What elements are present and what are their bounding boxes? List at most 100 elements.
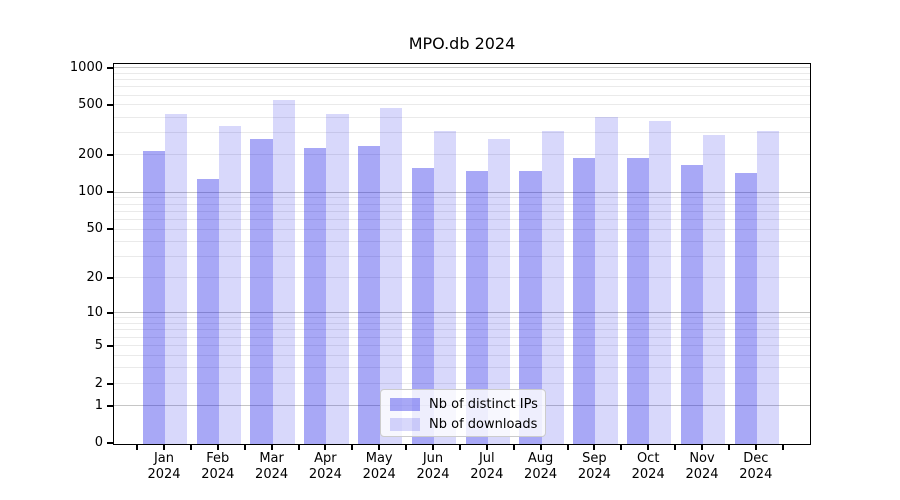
x-axis-tick (324, 445, 327, 450)
month-year: 2024 (470, 467, 504, 482)
x-axis-tick (539, 445, 542, 450)
bar-downloads (487, 139, 510, 444)
month-year: 2024 (147, 467, 181, 482)
x-axis-tick (351, 445, 354, 450)
gridline-minor (114, 154, 810, 155)
month-year: 2024 (685, 467, 719, 482)
month-name: Jul (478, 451, 495, 466)
gridline-minor (114, 329, 810, 331)
gridline-minor (114, 86, 810, 88)
month-year: 2024 (308, 467, 342, 482)
x-axis-tick (270, 445, 273, 450)
bar-downloads (165, 114, 188, 444)
gridline-minor (114, 94, 810, 96)
month-name: Jun (422, 451, 444, 466)
x-axis-tick (485, 445, 488, 450)
month-year: 2024 (739, 467, 773, 482)
plot-inner (114, 64, 810, 444)
month-name: Dec (743, 451, 769, 466)
x-axis-tick (593, 445, 596, 450)
x-axis-tick (458, 445, 461, 450)
x-axis-month-label: Sep 2024 (562, 451, 626, 483)
bar-distinct-ips (358, 145, 381, 444)
month-year: 2024 (577, 467, 611, 482)
gridline-minor (114, 354, 810, 356)
y-axis-tick (107, 104, 113, 107)
legend-item-distinct-ips: Nb of distinct IPs (390, 395, 538, 414)
legend-label-distinct-ips: Nb of distinct IPs (429, 397, 538, 412)
bar-downloads (326, 114, 349, 444)
month-year: 2024 (416, 467, 450, 482)
bar-distinct-ips (519, 170, 542, 444)
bar-distinct-ips (627, 158, 650, 444)
bar-downloads (595, 117, 618, 444)
x-axis-tick (243, 445, 246, 450)
y-axis-tick-label: 100 (78, 184, 103, 200)
bar-distinct-ips (573, 157, 596, 444)
month-name: Oct (636, 451, 660, 466)
month-year: 2024 (362, 467, 396, 482)
x-axis-month-label: Mar 2024 (240, 451, 304, 483)
bar-downloads (380, 108, 403, 444)
bar-downloads (649, 120, 672, 444)
bar-downloads (272, 99, 295, 444)
month-year: 2024 (631, 467, 665, 482)
x-axis-tick (405, 445, 408, 450)
bar-downloads (218, 126, 241, 444)
x-axis-tick (647, 445, 650, 450)
gridline-minor (114, 336, 810, 338)
gridline-minor (114, 218, 810, 220)
bar-distinct-ips (465, 170, 488, 444)
gridline-minor (114, 197, 810, 199)
y-axis-tick (107, 311, 113, 314)
x-axis-month-label: Dec 2024 (724, 451, 788, 483)
bar-distinct-ips (680, 165, 703, 444)
x-axis-tick (163, 445, 165, 450)
gridline-minor (114, 228, 810, 230)
bar-distinct-ips (411, 167, 434, 444)
x-axis-tick (620, 445, 623, 450)
gridline-minor (114, 72, 810, 74)
y-axis-tick-label: 0 (94, 435, 103, 451)
x-axis-tick (566, 445, 569, 450)
x-axis-month-label: May 2024 (347, 451, 411, 483)
month-name: Sep (582, 451, 607, 466)
gridline-major (114, 66, 810, 68)
gridline-minor (114, 210, 810, 212)
x-axis-tick (754, 445, 757, 450)
bar-distinct-ips (196, 178, 219, 444)
y-axis-tick (107, 404, 113, 407)
gridline-minor (114, 382, 810, 384)
x-axis-month-label: Oct 2024 (616, 451, 680, 483)
y-axis-tick (107, 153, 113, 156)
x-axis-month-label: Jun 2024 (401, 451, 465, 483)
gridline-minor (114, 345, 810, 346)
y-axis-tick-label: 10 (86, 304, 103, 320)
y-axis-tick (107, 66, 113, 69)
y-axis-tick-label: 2 (94, 375, 103, 391)
legend-swatch-distinct-ips (390, 398, 420, 411)
y-axis-tick-label: 50 (86, 221, 103, 237)
x-axis-tick (781, 445, 784, 450)
y-axis-tick (107, 442, 113, 445)
gridline-minor (114, 78, 810, 80)
month-year: 2024 (201, 467, 235, 482)
month-year: 2024 (524, 467, 558, 482)
month-name: Aug (527, 451, 554, 466)
x-axis-month-label: Nov 2024 (670, 451, 734, 483)
gridline-minor (114, 322, 810, 324)
x-axis-tick (378, 445, 381, 450)
x-axis-tick (512, 445, 515, 450)
gridline-minor (114, 240, 810, 242)
gridline-minor (114, 276, 810, 278)
x-axis-tick (216, 445, 219, 450)
x-axis-month-label: Apr 2024 (293, 451, 357, 483)
bar-distinct-ips (734, 173, 757, 444)
x-axis-tick (727, 445, 730, 450)
y-axis-tick-label: 20 (86, 269, 103, 285)
month-name: Nov (689, 451, 715, 466)
x-axis-tick (297, 445, 300, 450)
y-axis-tick-label: 1000 (69, 59, 103, 75)
gridline-minor (114, 255, 810, 257)
